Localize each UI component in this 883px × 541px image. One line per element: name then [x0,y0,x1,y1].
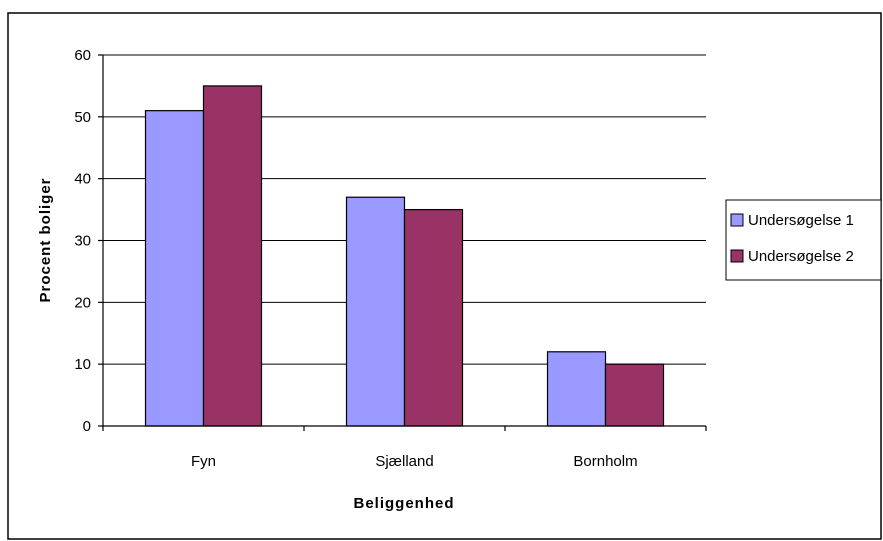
legend: Undersøgelse 1 Undersøgelse 2 [725,199,882,281]
x-axis-title: Beliggenhed [353,495,454,512]
bar-2-2 [403,208,464,427]
bars [144,85,665,427]
bar-1-1 [144,110,205,427]
y-axis-title: Procent boliger [37,177,54,302]
x-tick-labels: Fyn Sjælland Bornholm [191,453,638,470]
x-tick-label: Sjælland [375,453,433,470]
legend-swatch-2 [730,249,744,263]
y-tick-label: 20 [74,294,91,311]
bar-2-3 [604,363,665,427]
y-tick-label: 50 [74,109,91,126]
bar-1-3 [546,351,607,427]
y-tick-label: 40 [74,171,91,188]
x-tick-label: Fyn [191,453,216,470]
legend-label-1: Undersøgelse 1 [748,212,854,229]
legend-label-2: Undersøgelse 2 [748,248,854,265]
legend-box [725,199,882,281]
y-tick-label: 60 [74,47,91,64]
y-tick-label: 10 [74,356,91,373]
bar-1-2 [345,196,406,427]
y-tick-label: 30 [74,233,91,250]
y-tick-label: 0 [83,418,91,435]
axes [98,54,707,431]
y-tick-labels: 0 10 20 30 40 50 60 [74,47,91,435]
legend-swatch-1 [730,213,744,227]
x-tick-label: Bornholm [573,453,637,470]
bar-2-1 [202,85,263,427]
